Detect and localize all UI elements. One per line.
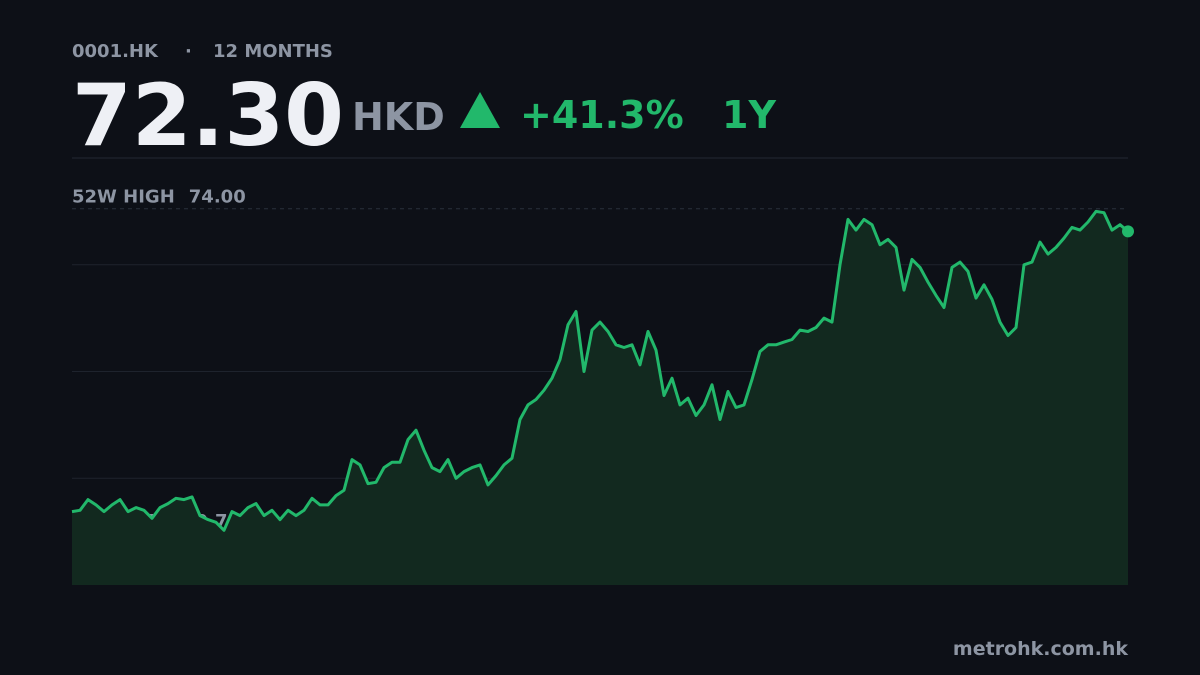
separator: ·: [185, 41, 192, 62]
high-name: 52W HIGH: [72, 187, 175, 208]
source: metrohk.com.hk: [953, 638, 1128, 660]
area-fill: [72, 211, 1128, 585]
high-label: 52W HIGH 74.00: [72, 187, 246, 208]
high-value: 74.00: [189, 187, 246, 208]
ticker: 0001.HK: [72, 41, 159, 62]
period: 12 MONTHS: [213, 41, 333, 62]
change: +41.3%: [520, 93, 684, 137]
price-line: [71, 209, 1129, 532]
currency: HKD: [352, 95, 445, 139]
up-arrow: [460, 92, 500, 128]
price: 72.30: [72, 66, 344, 166]
end-marker: [1122, 225, 1134, 238]
range: 1Y: [722, 93, 776, 137]
